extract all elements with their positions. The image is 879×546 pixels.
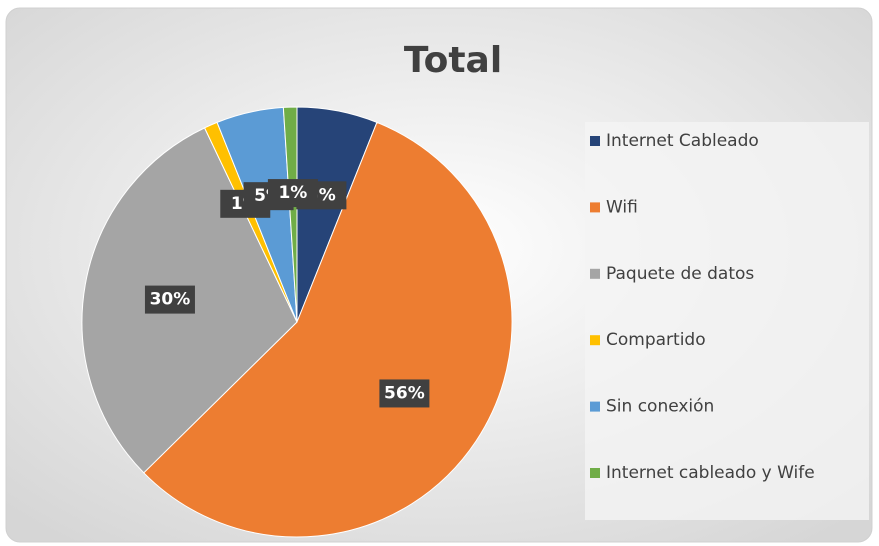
label-box (267, 179, 318, 208)
legend-swatch (590, 468, 600, 478)
pie-slice (282, 106, 298, 323)
legend: Internet Cableado Wifi Paquete de datos Com… (590, 131, 815, 483)
legend-box (585, 122, 869, 520)
legend-swatch (590, 335, 600, 346)
legend-label: Internet cableado y Wife (606, 463, 815, 483)
legend-label: Internet Cableado (606, 131, 759, 151)
legend-swatch (590, 136, 600, 146)
legend-swatch (590, 202, 600, 213)
legend-label: Sin conexión (606, 397, 714, 417)
pie-slice (143, 121, 513, 538)
label-box (379, 379, 430, 408)
legend-label: Paquete de datos (606, 264, 754, 284)
data-labels: 6%56%30%1%5%1% (144, 179, 430, 408)
data-label: 1% (278, 183, 307, 203)
data-label: 30% (150, 290, 191, 310)
chart-title: Total (404, 40, 502, 81)
label-box (144, 285, 195, 314)
legend-swatch (590, 268, 600, 279)
data-label: 56% (384, 383, 425, 403)
pie (81, 106, 513, 538)
legend-label: Wifi (606, 197, 638, 217)
legend-swatch (590, 401, 600, 412)
legend-label: Compartido (606, 330, 706, 350)
